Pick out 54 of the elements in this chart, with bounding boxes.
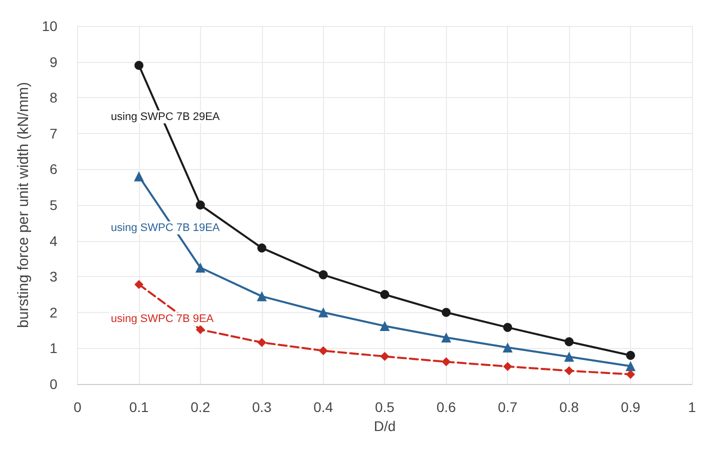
point	[626, 361, 636, 372]
y-tick-label: 5	[50, 197, 58, 213]
point	[442, 308, 451, 317]
y-tick-label: 8	[50, 90, 58, 106]
x-tick-label: 0.3	[252, 399, 272, 415]
y-tick-label: 2	[50, 304, 58, 320]
point	[134, 60, 144, 70]
point	[564, 366, 574, 376]
point	[564, 337, 574, 346]
point	[564, 352, 574, 362]
y-tick-label: 4	[50, 232, 58, 249]
y-tick-label: 6	[50, 161, 58, 178]
y-tick-label: 7	[50, 125, 58, 142]
y-axis-title: bursting force per unit width (kN/mm)	[15, 82, 32, 328]
x-tick-label: 0.1	[129, 399, 149, 415]
x-tick-label: 0	[74, 399, 82, 415]
series-label: using SWPC 7B 19EA	[110, 222, 220, 234]
point	[134, 171, 144, 182]
x-tick-label: 0.6	[436, 399, 456, 415]
x-tick-label: 0.5	[375, 399, 395, 415]
point	[441, 332, 452, 342]
point	[318, 346, 328, 356]
point	[318, 307, 328, 318]
x-tick-label: 0.2	[190, 399, 210, 415]
point	[256, 291, 267, 302]
x-tick-label: 1	[688, 399, 696, 415]
point	[196, 200, 205, 210]
point	[318, 270, 328, 280]
point	[257, 243, 266, 252]
point	[134, 280, 144, 289]
point	[626, 350, 636, 360]
point	[195, 262, 206, 273]
x-tick-label: 0.8	[559, 399, 580, 415]
point	[380, 352, 390, 361]
x-tick-label: 0.7	[498, 399, 518, 415]
point	[503, 362, 512, 371]
point	[380, 321, 390, 332]
x-tick-label: 0.9	[620, 399, 640, 415]
x-axis-title: D/d	[374, 418, 396, 434]
point	[503, 322, 512, 332]
x-tick-label: 0.4	[314, 399, 334, 415]
y-tick-label: 10	[42, 18, 58, 34]
y-tick-label: 1	[50, 340, 58, 356]
series-label: using SWPC 7B 9EA	[110, 312, 214, 325]
point	[442, 357, 451, 366]
point	[380, 290, 390, 299]
series-label: using SWPC 7B 29EA	[110, 110, 220, 123]
y-tick-label: 9	[50, 54, 58, 70]
y-tick-label: 3	[50, 268, 58, 285]
point	[257, 338, 266, 347]
point	[626, 370, 636, 379]
point	[196, 325, 205, 334]
y-tick-label: 0	[50, 376, 58, 392]
point	[502, 342, 513, 352]
